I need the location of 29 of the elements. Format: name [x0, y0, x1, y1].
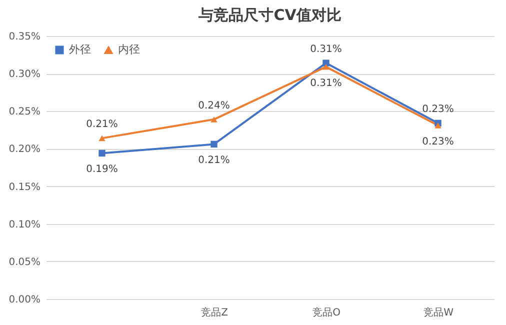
y-tick-label: 0.10% [8, 219, 40, 230]
x-tick-label: 竞品O [312, 306, 341, 318]
x-tick-label: 竞品W [424, 306, 454, 318]
data-label: 0.23% [422, 136, 454, 148]
data-label: 0.19% [86, 164, 118, 176]
legend-label: 外径 [69, 42, 91, 56]
data-label: 0.31% [310, 78, 342, 89]
x-tick-label: 竞品Z [201, 306, 228, 318]
point [210, 116, 218, 122]
data-label: 0.24% [198, 100, 230, 112]
point [322, 60, 330, 66]
y-tick-label: 0.25% [8, 106, 40, 118]
y-tick-label: 0.05% [8, 256, 40, 268]
y-tick-label: 0.00% [8, 294, 40, 306]
point [210, 140, 218, 148]
point [322, 64, 330, 70]
data-label: 0.31% [310, 44, 342, 56]
data-label: 0.21% [198, 155, 230, 166]
point [434, 122, 442, 128]
point [98, 150, 106, 157]
point [98, 135, 106, 142]
chart-title: 与竞品尺寸CV值对比 [198, 6, 342, 24]
legend-label: 内径 [118, 43, 140, 56]
data-label: 0.23% [422, 104, 454, 116]
data-label: 0.21% [86, 119, 118, 130]
y-tick-label: 0.30% [8, 69, 40, 80]
y-tick-label: 0.15% [8, 182, 40, 193]
y-tick-label: 0.20% [8, 144, 40, 156]
y-tick-label: 0.35% [8, 32, 40, 42]
